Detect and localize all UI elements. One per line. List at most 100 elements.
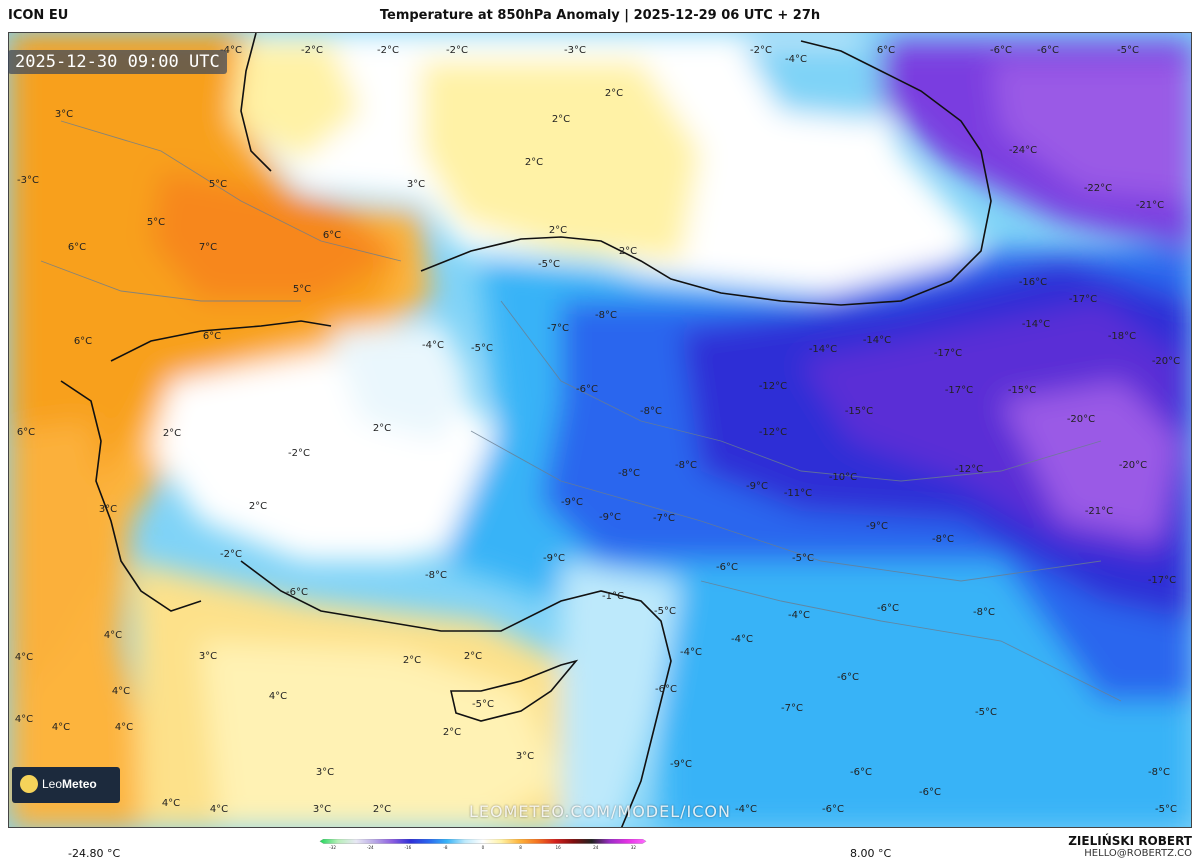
temperature-label: -22°C [1084, 183, 1112, 194]
weather-map[interactable]: -2°C -2°C -2°C -3°C -2°C -4°C 6°C -6°C -6°C -5°C -… [8, 32, 1192, 828]
temperature-label: 3°C [199, 651, 217, 662]
legend-max: 8.00 °C [850, 847, 892, 860]
temperature-label: 6°C [877, 45, 895, 56]
temperature-label: 3°C [316, 767, 334, 778]
color-scale-tick: 16 [556, 845, 562, 850]
temperature-label: 5°C [209, 179, 227, 190]
temperature-label: -4°C [731, 634, 753, 645]
temperature-label: -21°C [1136, 200, 1164, 211]
temperature-label: 2°C [373, 423, 391, 434]
temperature-label: -3°C [17, 175, 39, 186]
temperature-label: 6°C [68, 242, 86, 253]
color-scale-tick: -8 [443, 845, 447, 850]
color-scale-tick: 0 [482, 845, 485, 850]
temperature-label: 6°C [74, 336, 92, 347]
color-scale-tick: 24 [593, 845, 599, 850]
color-scale-tick: -24 [367, 845, 374, 850]
legend-bar [0, 830, 1200, 863]
logo-text: LeoMeteo [42, 777, 97, 791]
temperature-label: -6°C [1037, 45, 1059, 56]
author-email: HELLO@ROBERTZ.CO [1084, 848, 1192, 859]
temperature-label: 2°C [549, 225, 567, 236]
temperature-label: -12°C [759, 427, 787, 438]
temperature-label: 2°C [464, 651, 482, 662]
temperature-label: -9°C [543, 553, 565, 564]
temperature-label: -6°C [286, 587, 308, 598]
temperature-label: -4°C [785, 54, 807, 65]
temperature-label: -17°C [1148, 575, 1176, 586]
temperature-label: 2°C [249, 501, 267, 512]
temperature-label: 2°C [373, 804, 391, 815]
map-canvas: -2°C -2°C -2°C -3°C -2°C -4°C 6°C -6°C -6°C -5°C -… [9, 33, 1191, 827]
temperature-label: 2°C [163, 428, 181, 439]
author-block: ZIELIŃSKI ROBERT HELLO@ROBERTZ.CO [1068, 834, 1192, 859]
header-bar: ICON EU Temperature at 850hPa Anomaly | … [0, 0, 1200, 32]
temperature-label: 2°C [403, 655, 421, 666]
legend-min: -24.80 °C [68, 847, 121, 860]
temperature-label: -9°C [561, 497, 583, 508]
leometeo-logo[interactable]: LeoMeteo [12, 767, 120, 803]
temperature-label: 4°C [162, 798, 180, 809]
temperature-label: -9°C [599, 512, 621, 523]
temperature-label: -21°C [1085, 506, 1113, 517]
temperature-label: -1°C [602, 591, 624, 602]
temperature-label: -5°C [792, 553, 814, 564]
temperature-label: -12°C [955, 464, 983, 475]
temperature-label: 4°C [15, 652, 33, 663]
temperature-label: 3°C [407, 179, 425, 190]
temperature-label: -6°C [877, 603, 899, 614]
temperature-label: -6°C [850, 767, 872, 778]
temperature-label: -20°C [1152, 356, 1180, 367]
temperature-label: -8°C [618, 468, 640, 479]
temperature-label: 4°C [115, 722, 133, 733]
temperature-label: -11°C [784, 488, 812, 499]
coastlines [60, 33, 992, 827]
temperature-label: 5°C [293, 284, 311, 295]
temperature-label: -5°C [1155, 804, 1177, 815]
temperature-label: -5°C [471, 343, 493, 354]
temperature-label: -5°C [538, 259, 560, 270]
color-scale-bar [319, 839, 647, 844]
temperature-label: -4°C [735, 804, 757, 815]
temperature-label: -20°C [1119, 460, 1147, 471]
temperature-label: -2°C [750, 45, 772, 56]
temperature-label: -4°C [220, 45, 242, 56]
temperature-label: -9°C [670, 759, 692, 770]
temperature-label: -8°C [425, 570, 447, 581]
temperature-label: -8°C [973, 607, 995, 618]
temperature-label: -8°C [932, 534, 954, 545]
temperature-label: 6°C [17, 427, 35, 438]
temperature-label: -5°C [654, 606, 676, 617]
temperature-label: -5°C [1117, 45, 1139, 56]
temperature-label: 3°C [313, 804, 331, 815]
temperature-label: 2°C [443, 727, 461, 738]
temperature-label: -15°C [845, 406, 873, 417]
temperature-label: -2°C [220, 549, 242, 560]
temperature-label: -5°C [975, 707, 997, 718]
color-scale-tick: -32 [329, 845, 336, 850]
temperature-label: -4°C [422, 340, 444, 351]
temperature-label: 6°C [203, 331, 221, 342]
color-scale-tick: -16 [404, 845, 411, 850]
temperature-label: -2°C [377, 45, 399, 56]
temperature-label: -6°C [576, 384, 598, 395]
temperature-label: -7°C [781, 703, 803, 714]
temperature-label: -3°C [564, 45, 586, 56]
temperature-label: -7°C [653, 513, 675, 524]
borders [40, 120, 1122, 702]
temperature-label: -8°C [595, 310, 617, 321]
temperature-label: -18°C [1108, 331, 1136, 342]
model-name: ICON EU [8, 8, 69, 23]
temperature-field [9, 33, 1191, 827]
color-scale-tick: 32 [631, 845, 637, 850]
valid-time: 2025-12-30 09:00 UTC [8, 50, 227, 74]
temperature-label: 3°C [55, 109, 73, 120]
temperature-label: 4°C [112, 686, 130, 697]
temperature-label: 2°C [552, 114, 570, 125]
temperature-label: -8°C [675, 460, 697, 471]
temperature-label: -4°C [680, 647, 702, 658]
temperature-label: 5°C [147, 217, 165, 228]
temperature-label: 6°C [323, 230, 341, 241]
temperature-label: -17°C [1069, 294, 1097, 305]
temperature-label: 2°C [619, 246, 637, 257]
